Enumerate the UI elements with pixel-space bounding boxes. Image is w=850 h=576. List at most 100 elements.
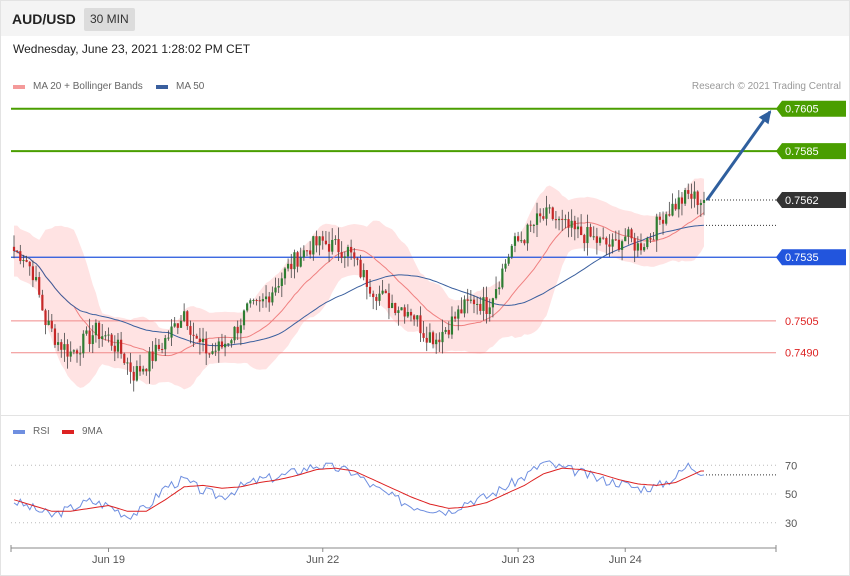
candle [551, 207, 554, 220]
candle [75, 350, 79, 354]
ma20-line [14, 212, 705, 357]
candle [299, 257, 302, 267]
candle [431, 332, 435, 345]
ma50-label: MA 50 [176, 81, 205, 92]
candle [523, 240, 526, 244]
candle [573, 220, 576, 230]
candle [624, 236, 627, 242]
candle [652, 239, 655, 241]
candle [255, 300, 258, 302]
candle [129, 362, 132, 372]
candle [69, 351, 72, 357]
timeframe-badge[interactable]: 30 MIN [84, 8, 135, 31]
candle [305, 250, 309, 252]
candle [19, 251, 22, 262]
candle [135, 366, 138, 381]
candle [296, 252, 299, 267]
candle [491, 298, 495, 308]
candle [564, 219, 567, 221]
candle [283, 268, 287, 279]
candle [331, 239, 334, 252]
candle [195, 335, 198, 339]
candle [674, 203, 677, 210]
candle [82, 333, 85, 354]
chart-timestamp: Wednesday, June 23, 2021 1:28:02 PM CET [13, 42, 251, 56]
candle [53, 328, 57, 345]
candle [368, 286, 372, 294]
legend-ma50: MA 50 [156, 81, 204, 92]
candle [605, 238, 608, 245]
rsi-level-label-50: 50 [785, 489, 797, 501]
candle [264, 296, 268, 300]
candle [362, 270, 365, 278]
candle [482, 297, 485, 311]
candle [309, 250, 312, 255]
candle [120, 339, 123, 354]
candle [63, 344, 66, 350]
candle [365, 270, 368, 287]
legend-rsi-ma: 9MA [62, 426, 103, 437]
candle [400, 307, 403, 311]
candle [567, 219, 570, 228]
candle [394, 302, 397, 314]
chart-header: AUD/USD 30 MIN [1, 1, 849, 36]
candle [406, 311, 409, 317]
ma20-swatch [13, 84, 25, 89]
candle [699, 202, 702, 206]
candle [312, 236, 315, 255]
candle [353, 252, 356, 259]
candle [457, 309, 460, 319]
candle [154, 344, 157, 361]
candle [91, 335, 94, 345]
candle [170, 326, 173, 338]
candle [494, 289, 498, 299]
candle [403, 307, 406, 317]
candle [636, 243, 639, 251]
candle [334, 239, 337, 241]
candle [476, 303, 479, 305]
candle [176, 323, 179, 328]
rsi-ma-label: 9MA [82, 426, 103, 437]
candle [598, 237, 602, 243]
candle [539, 213, 542, 217]
ma20-label: MA 20 + Bollinger Bands [33, 81, 143, 92]
rsi-label: RSI [33, 426, 50, 437]
forecast-arrow [705, 110, 772, 201]
candle [132, 371, 135, 381]
candle [25, 260, 28, 262]
level-tag-0-7605 [776, 100, 846, 117]
candle [702, 199, 706, 203]
level-label-0-7562: 0.7562 [785, 195, 819, 207]
candle [683, 190, 687, 204]
candle [85, 330, 88, 334]
candle [79, 353, 82, 355]
candle [343, 256, 346, 258]
candle [517, 236, 520, 241]
candle [425, 337, 428, 343]
candle [110, 334, 113, 346]
candle [324, 240, 328, 245]
candle [668, 214, 671, 216]
candle [116, 339, 120, 352]
candle [390, 302, 394, 309]
candle [592, 236, 595, 238]
candle [441, 331, 444, 343]
panel-divider [1, 415, 849, 416]
candle [614, 239, 617, 241]
candle [655, 216, 658, 240]
candle [602, 237, 605, 239]
candle [252, 300, 255, 302]
candle [378, 293, 381, 301]
candle [192, 334, 195, 336]
candle [460, 309, 463, 314]
candle [384, 290, 387, 294]
candle [274, 287, 277, 293]
candle [671, 203, 674, 216]
candle [287, 263, 290, 269]
candle [397, 310, 400, 314]
candle [211, 351, 214, 354]
candle [350, 246, 353, 253]
candle [453, 316, 457, 319]
candle [50, 320, 53, 329]
